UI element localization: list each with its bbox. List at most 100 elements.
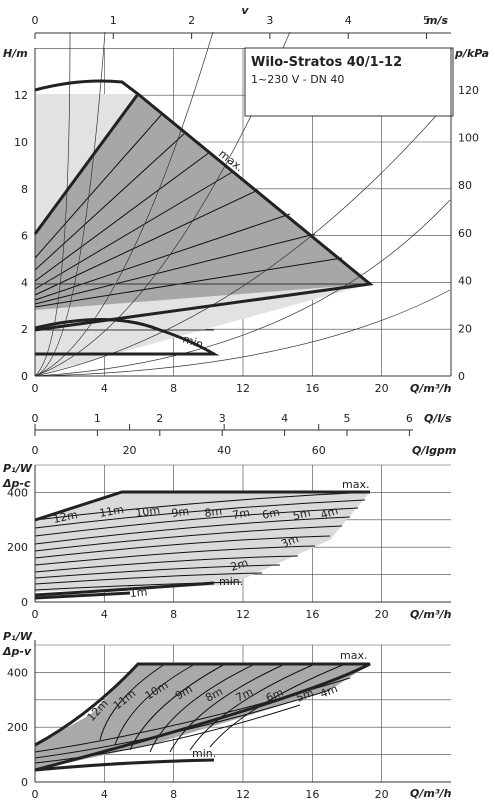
head-tick-label: 4 xyxy=(21,276,28,289)
gpm-tick-label: 20 xyxy=(123,444,137,457)
power-dpv-curve-label: 4m xyxy=(318,682,339,701)
flow-tick-label: 20 xyxy=(375,382,389,395)
power-dpc-x-ticks: 0 4 8 12 16 20 xyxy=(32,608,389,621)
ls-axis-label: Q/l/s xyxy=(424,412,452,425)
power-dpc-curve-label: 6m xyxy=(261,506,281,522)
velocity-tick-label: 2 xyxy=(188,14,195,27)
flow-gpm-axis: 0 20 40 60 Q/lgpm xyxy=(32,424,456,457)
gpm-axis-label: Q/lgpm xyxy=(412,444,456,457)
power-dpc-curve-label: 10m xyxy=(135,504,161,520)
bot-y-tick-label: 200 xyxy=(7,721,28,734)
power-dpc-curve-label: 8m xyxy=(204,505,223,520)
mid-y-tick-label: 200 xyxy=(7,541,28,554)
flow-tick-label: 8 xyxy=(170,382,177,395)
power-dpv-y-ticks: 0 200 400 xyxy=(7,666,28,789)
head-tick-label: 2 xyxy=(21,323,28,336)
pressure-tick-label: 80 xyxy=(458,179,472,192)
head-tick-label: 8 xyxy=(21,183,28,196)
head-tick-label: 12 xyxy=(14,89,28,102)
power-dpc-mode-label: Δp-c xyxy=(2,477,31,490)
power-dpc-curve-label: 9m xyxy=(171,505,190,520)
head-chart-operating-area xyxy=(35,94,370,376)
head-tick-label: 0 xyxy=(21,370,28,383)
pressure-tick-label: 20 xyxy=(458,322,472,335)
power-dpc-y-ticks: 0 200 400 xyxy=(7,486,28,609)
min-label-dpv: min. xyxy=(192,747,216,760)
power-dpc-curve-label: 11m xyxy=(98,503,125,520)
power-dpc-curve-label: 2m xyxy=(229,556,250,574)
flow-tick-label: 16 xyxy=(305,382,319,395)
max-label-dpc: max. xyxy=(342,478,369,491)
pressure-tick-label: 120 xyxy=(458,84,479,97)
flow-ls-axis: 0 1 2 3 4 5 6 Q/l/s xyxy=(32,412,452,436)
min-curve-dpc xyxy=(34,581,215,597)
min-curve-dpv xyxy=(34,758,215,772)
velocity-unit-label: m/s xyxy=(426,14,448,27)
ls-tick-label: 2 xyxy=(156,412,163,425)
mid-x-tick-label: 12 xyxy=(236,608,250,621)
ls-tick-label: 0 xyxy=(32,412,39,425)
bot-y-tick-label: 400 xyxy=(7,666,28,679)
ls-tick-label: 6 xyxy=(406,412,413,425)
power-dpv-x-label: Q/m³/h xyxy=(410,787,452,800)
bot-x-tick-label: 16 xyxy=(305,788,319,800)
bot-x-tick-label: 12 xyxy=(236,788,250,800)
mid-x-tick-label: 8 xyxy=(170,608,177,621)
bot-x-tick-label: 0 xyxy=(32,788,39,800)
velocity-tick-label: 4 xyxy=(345,14,352,27)
velocity-tick-label: 5 xyxy=(423,14,430,27)
head-axis-ticks: 0 2 4 6 8 10 12 xyxy=(14,89,28,383)
mid-x-tick-label: 0 xyxy=(32,608,39,621)
pressure-tick-label: 100 xyxy=(458,131,479,144)
flow-axis-ticks-top: 0 4 8 12 16 20 xyxy=(32,382,389,395)
head-chart-curves xyxy=(33,31,451,377)
mid-x-tick-label: 4 xyxy=(101,608,108,621)
mid-y-tick-label: 400 xyxy=(7,486,28,499)
power-dpc-y-label: P₁/W xyxy=(3,462,33,475)
power-dpc-curve-label: 7m xyxy=(231,506,251,522)
max-curve-dpv xyxy=(34,662,371,772)
power-dpc-x-label: Q/m³/h xyxy=(410,608,452,621)
flow-tick-label: 0 xyxy=(32,382,39,395)
power-dpc-area xyxy=(34,490,371,600)
pressure-tick-label: 40 xyxy=(458,275,472,288)
min-curve xyxy=(34,318,220,356)
power-dpv-curve-label: 5m xyxy=(294,686,315,705)
velocity-axis: 0 1 2 3 4 5 v m/s xyxy=(32,4,451,39)
ls-tick-label: 5 xyxy=(344,412,351,425)
ls-tick-label: 4 xyxy=(281,412,288,425)
mid-x-tick-label: 16 xyxy=(305,608,319,621)
mid-y-tick-label: 0 xyxy=(21,596,28,609)
power-dpc-curve-label: 5m xyxy=(292,506,312,523)
title-box: Wilo-Stratos 40/1-12 1~230 V - DN 40 xyxy=(244,47,454,117)
chart-title: Wilo-Stratos 40/1-12 xyxy=(251,55,402,70)
max-label-dpv: max. xyxy=(340,649,367,662)
velocity-tick-label: 1 xyxy=(110,14,117,27)
chart-subtitle: 1~230 V - DN 40 xyxy=(251,73,344,86)
power-dpc-curve-label: 1m xyxy=(129,585,148,599)
head-tick-label: 6 xyxy=(21,230,28,243)
bot-y-tick-label: 0 xyxy=(21,776,28,789)
head-axis-label: H/m xyxy=(3,47,28,60)
power-dpc-curve-label: 3m xyxy=(279,532,300,551)
gpm-tick-label: 40 xyxy=(217,444,231,457)
velocity-tick-label: 0 xyxy=(32,14,39,27)
pressure-axis-ticks: 0 20 40 60 80 100 120 xyxy=(458,84,479,383)
power-dpv-x-ticks: 0 4 8 12 16 20 xyxy=(32,788,389,801)
power-dpc-curve-label: 12m xyxy=(52,508,79,526)
power-dpv-area xyxy=(34,662,371,772)
power-dpv-mode-label: Δp-v xyxy=(2,645,32,658)
bot-x-tick-label: 20 xyxy=(375,788,389,800)
pressure-axis-label: p/kPa xyxy=(454,47,489,60)
power-dpc-curve-label: 4m xyxy=(319,504,340,522)
mid-x-tick-label: 20 xyxy=(375,608,389,621)
pressure-tick-label: 60 xyxy=(458,227,472,240)
head-tick-label: 10 xyxy=(14,136,28,149)
velocity-axis-label: v xyxy=(241,4,249,17)
bot-x-tick-label: 8 xyxy=(170,788,177,800)
flow-tick-label: 12 xyxy=(236,382,250,395)
bot-x-tick-label: 4 xyxy=(101,788,108,800)
max-curve-dpc xyxy=(34,490,370,522)
